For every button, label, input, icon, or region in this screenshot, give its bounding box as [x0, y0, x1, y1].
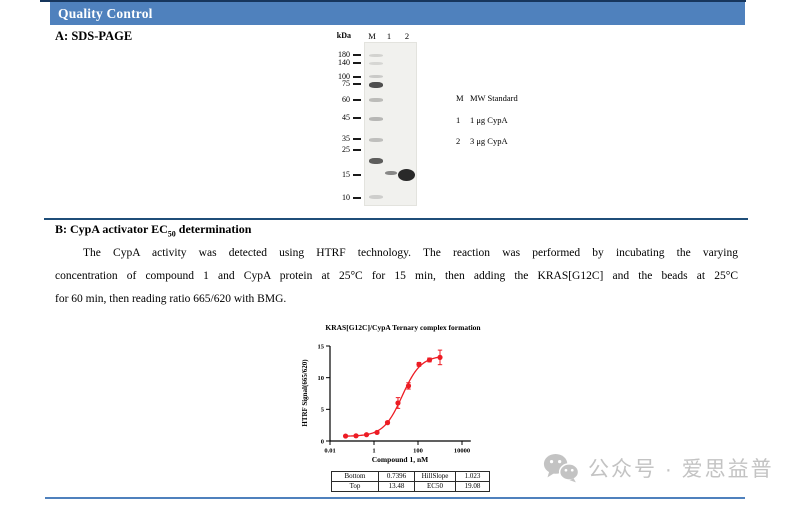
ladder-tick: [353, 62, 361, 64]
ladder-label: 15: [342, 170, 350, 179]
ladder-label: 180: [338, 50, 350, 59]
data-point: [374, 429, 380, 436]
watermark-text: 公众号 · 爱思益普: [588, 457, 774, 481]
page-title: Quality Control: [58, 6, 153, 21]
data-point: [416, 361, 422, 367]
ladder-label: 45: [342, 113, 350, 122]
ladder-tick: [353, 54, 361, 56]
ladder-label: 60: [342, 95, 350, 104]
ladder-label: 75: [342, 79, 350, 88]
data-point: [384, 420, 391, 426]
sds-page-gel-image: [364, 42, 417, 206]
x-tick-label: 0.01: [324, 448, 335, 455]
section-b-heading: B: CypA activator EC50 determination: [55, 222, 251, 238]
gel-kda-label: kDa: [336, 31, 351, 40]
table-row: Top 13.48 EC50 19.08: [331, 481, 490, 492]
chart-y-axis-label: HTRF Signal(665/620): [301, 359, 309, 427]
gel-legend-row: 2 3 μg CypA: [456, 131, 518, 153]
fit-parameters-table: Bottom 0.7396 HillSlope 1.023 Top 13.48 …: [331, 471, 490, 492]
ec50-chart: KRAS[G12C]/CypA Ternary complex formatio…: [301, 323, 481, 464]
fit-param-label: HillSlope: [414, 471, 456, 482]
paragraph-line: concentration of compound 1 and CypA pro…: [55, 270, 738, 282]
chart-x-axis-label: Compound 1, nM: [372, 455, 428, 464]
ladder-tick: [353, 197, 361, 199]
gel-lane-header-2: 2: [404, 31, 410, 41]
section-b-heading-subscript: 50: [167, 229, 176, 239]
gel-legend-code: 2: [456, 136, 461, 146]
gel-legend-desc: 1 μg CypA: [470, 114, 508, 125]
data-point: [405, 383, 412, 389]
gel-marker-band: [369, 75, 383, 78]
x-tick-label: 1: [372, 448, 375, 455]
section-a-heading: A: SDS-PAGE: [55, 29, 133, 43]
x-tick-label: 10000: [454, 448, 470, 455]
fit-param-value: 13.48: [378, 481, 415, 492]
gel-marker-band: [369, 117, 383, 121]
ladder-label: 140: [338, 58, 350, 67]
gel-sample-band-lane-2: [398, 169, 415, 181]
data-point: [363, 432, 370, 438]
ladder-tick: [353, 174, 361, 176]
data-point: [426, 357, 433, 363]
ladder-tick: [353, 83, 361, 85]
gel-marker-band: [369, 98, 383, 102]
gel-marker-band: [369, 195, 383, 199]
gel-legend-desc: MW Standard: [470, 93, 518, 103]
fit-param-label: Top: [331, 481, 379, 492]
ladder-tick: [353, 138, 361, 140]
wechat-icon: [543, 454, 579, 483]
ec50-chart-container: KRAS[G12C]/CypA Ternary complex formatio…: [300, 321, 492, 465]
gel-legend-code: 1: [456, 114, 461, 125]
ladder-tick: [353, 117, 361, 119]
data-point: [353, 433, 359, 439]
y-tick-label: 0: [321, 438, 324, 445]
section-b-heading-prefix: B: CypA activator EC: [55, 222, 168, 236]
gel-marker-band: [369, 54, 383, 57]
fit-param-label: Bottom: [331, 471, 379, 482]
ladder-tick: [353, 99, 361, 101]
method-paragraph: The CypA activity was detected using HTR…: [55, 242, 738, 311]
section-b-heading-suffix: determination: [175, 222, 252, 236]
y-tick-label: 5: [321, 407, 325, 414]
section-divider-line: [44, 218, 748, 220]
y-tick-label: 10: [318, 375, 325, 382]
paragraph-line: for 60 min, then reading ratio 665/620 w…: [55, 293, 287, 305]
quality-control-header: Quality Control: [50, 2, 745, 25]
ladder-label: 100: [338, 72, 350, 81]
gel-legend-row: 1 1 μg CypA: [456, 110, 518, 132]
ladder-label: 25: [342, 145, 350, 154]
ladder-tick: [353, 149, 361, 151]
gel-lane-header-1: 1: [386, 31, 392, 41]
gel-legend-code: M: [456, 93, 464, 103]
gel-lane-header-m: M: [368, 31, 376, 41]
bottom-border-line: [45, 497, 745, 499]
data-point: [342, 433, 349, 439]
fit-curve: [345, 356, 440, 437]
data-point: [395, 400, 401, 406]
ladder-label: 10: [342, 193, 350, 202]
ladder-label: 35: [342, 134, 350, 143]
gel-marker-band: [369, 62, 383, 65]
gel-legend: M MW Standard 1 1 μg CypA 2 3 μg CypA: [456, 88, 518, 153]
gel-marker-band: [369, 82, 383, 88]
chart-title: KRAS[G12C]/CypA Ternary complex formatio…: [325, 323, 481, 332]
gel-legend-row: M MW Standard: [456, 88, 518, 110]
fit-param-value: 0.7396: [378, 471, 415, 482]
x-tick-label: 100: [413, 448, 423, 455]
gel-marker-band: [369, 158, 383, 164]
watermark: 公众号 · 爱思益普: [543, 452, 774, 483]
gel-sample-band-lane-1: [385, 171, 397, 175]
data-point: [437, 354, 443, 360]
gel-marker-band: [369, 138, 383, 142]
top-border-line: [40, 0, 746, 2]
ladder-tick: [353, 76, 361, 78]
y-tick-label: 15: [318, 343, 325, 350]
fit-param-label: EC50: [414, 481, 456, 492]
paragraph-line: The CypA activity was detected using HTR…: [83, 247, 738, 259]
fit-param-value: 19.08: [455, 481, 490, 492]
gel-legend-desc: 3 μg CypA: [470, 136, 508, 146]
fit-param-value: 1.023: [455, 471, 490, 482]
table-row: Bottom 0.7396 HillSlope 1.023: [331, 471, 490, 482]
